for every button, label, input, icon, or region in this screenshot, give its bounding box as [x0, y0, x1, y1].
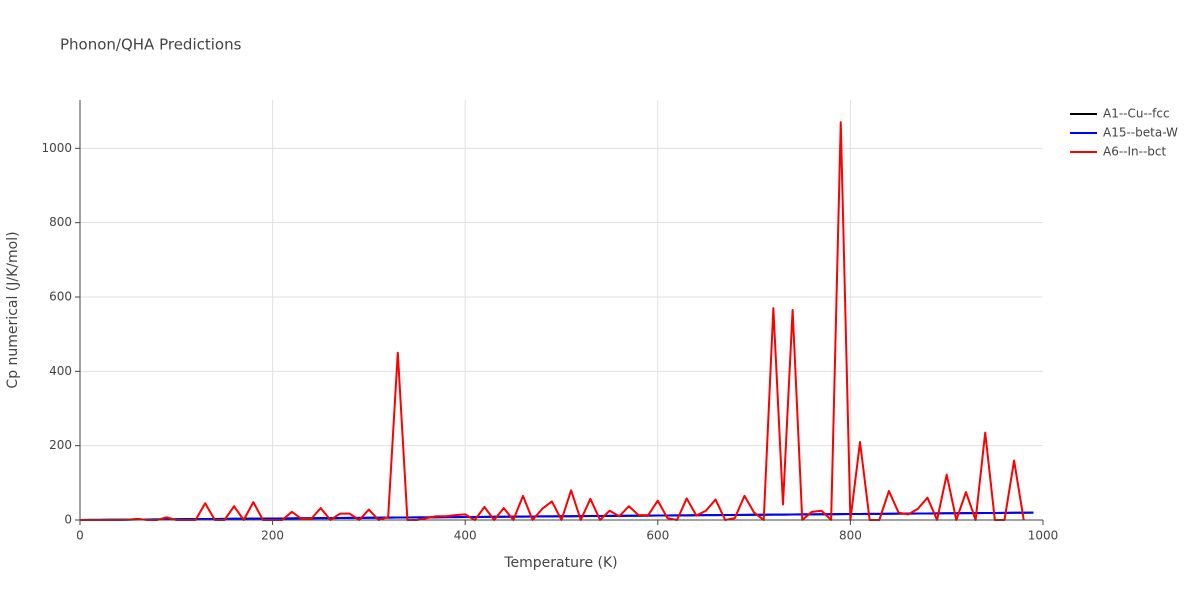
y-axis-label: Cp numerical (J/K/mol)	[5, 231, 21, 388]
legend: A1--Cu--fcc A15--beta-W A6--In--bct	[1070, 107, 1178, 159]
y-tick-label: 1000	[41, 141, 72, 155]
y-tick-label: 0	[64, 513, 72, 527]
grid	[80, 100, 1043, 520]
x-tick-label: 1000	[1028, 529, 1059, 543]
plot-area	[79, 121, 1034, 521]
x-tick-label: 0	[76, 529, 84, 543]
y-tick-label: 600	[49, 289, 72, 303]
legend-label: A1--Cu--fcc	[1103, 107, 1170, 121]
y-tick-label: 200	[49, 438, 72, 452]
x-axis-label: Temperature (K)	[503, 555, 617, 571]
legend-label: A15--beta-W	[1103, 126, 1178, 140]
x-tick-label: 200	[261, 529, 284, 543]
x-tick-label: 600	[646, 529, 669, 543]
x-tick-label: 400	[454, 529, 477, 543]
chart-title: Phonon/QHA Predictions	[60, 36, 242, 54]
series-line	[79, 511, 1034, 521]
y-tick-label: 400	[49, 364, 72, 378]
y-tick-label: 800	[49, 215, 72, 229]
x-tick-label: 800	[839, 529, 862, 543]
legend-label: A6--In--bct	[1103, 145, 1167, 159]
series-line	[80, 121, 1025, 521]
